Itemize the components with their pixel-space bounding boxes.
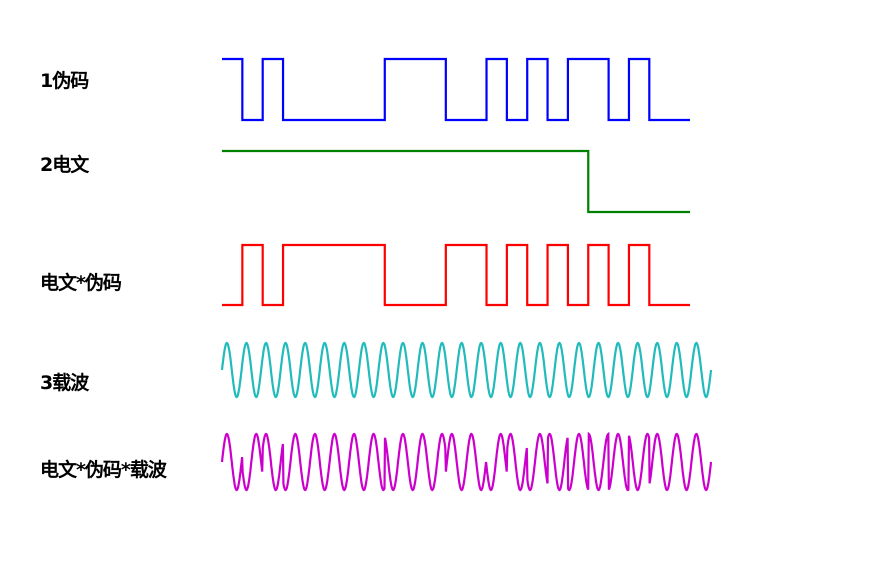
pn-code-waveform	[222, 57, 690, 122]
modulated-waveform	[220, 431, 713, 492]
modulated-signal-label: 电文*伪码*载波	[40, 459, 167, 481]
message-label: 2电文	[40, 154, 89, 176]
carrier-label: 3载波	[40, 372, 89, 394]
message-waveform	[222, 149, 690, 214]
message-times-pn-label: 电文*伪码	[40, 272, 122, 294]
carrier-waveform	[220, 341, 713, 399]
product-waveform	[222, 243, 690, 307]
pn-code-label: 1伪码	[40, 70, 89, 92]
